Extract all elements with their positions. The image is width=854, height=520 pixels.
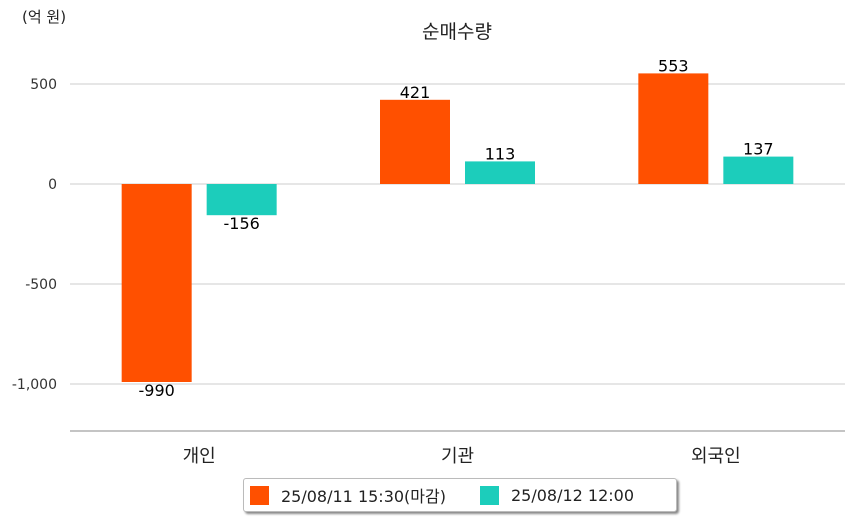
x-tick-label: 외국인	[691, 446, 741, 467]
data-label: 553	[658, 56, 689, 75]
bar-1	[206, 184, 277, 216]
data-label: 113	[485, 144, 516, 163]
legend-swatch	[250, 485, 269, 505]
bar-0	[121, 184, 192, 382]
bar-1	[465, 161, 535, 184]
y-tick-label: 0	[48, 177, 57, 193]
legend-label: 25/08/12 12:00	[510, 485, 635, 505]
legend-label: 25/08/11 15:30(마감)	[281, 487, 446, 506]
legend-item-0[interactable]: 25/08/11 15:30(마감)	[244, 483, 446, 507]
y-tick-label: -1,000	[12, 377, 57, 393]
legend-swatch	[479, 485, 499, 505]
bar-1	[723, 156, 794, 184]
data-label: -990	[139, 381, 175, 400]
data-label: -156	[224, 214, 260, 233]
x-tick-label: 기관	[441, 446, 474, 467]
data-label: 421	[400, 83, 431, 102]
chart-title: 순매수량	[422, 21, 492, 43]
data-label: 137	[743, 140, 774, 159]
y-tick-label: -500	[25, 277, 57, 293]
legend: 25/08/11 15:30(마감) 25/08/12 12:00	[243, 478, 677, 512]
bar-0	[638, 73, 709, 184]
y-tick-label: 500	[30, 77, 57, 93]
legend-item-1[interactable]: 25/08/12 12:00	[474, 485, 635, 505]
unit-label: (억 원)	[22, 8, 66, 26]
x-tick-label: 개인	[183, 446, 216, 467]
bar-0	[380, 99, 450, 184]
